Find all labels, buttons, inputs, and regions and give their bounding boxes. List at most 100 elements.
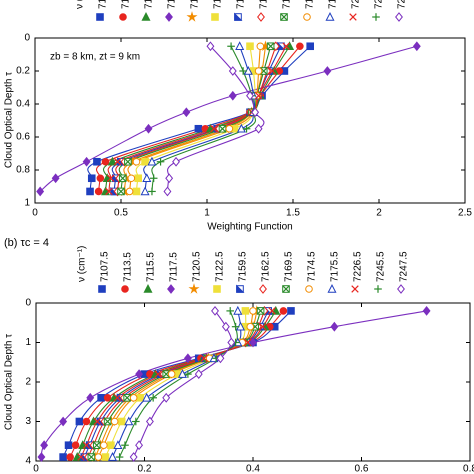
legend-marker <box>374 285 382 293</box>
marker-shape <box>94 453 103 461</box>
marker-shape <box>165 12 173 22</box>
marker-stroke <box>243 338 252 347</box>
data-point <box>218 124 227 133</box>
y-tick-label: 0 <box>24 33 30 44</box>
marker-shape <box>412 41 421 52</box>
marker-shape <box>37 452 46 462</box>
marker-shape <box>211 306 219 316</box>
data-point <box>412 41 421 52</box>
data-point <box>123 394 131 402</box>
marker-stroke <box>210 125 218 133</box>
marker-shape <box>134 174 142 183</box>
data-point <box>259 322 267 331</box>
data-point <box>162 392 171 403</box>
data-point <box>279 307 288 315</box>
data-point <box>172 156 180 167</box>
data-point <box>105 187 113 196</box>
series-line <box>94 310 258 458</box>
marker-stroke <box>282 285 290 293</box>
data-point <box>210 125 218 133</box>
data-point <box>86 187 94 196</box>
legend-marker <box>282 285 290 293</box>
marker-stroke <box>106 174 115 182</box>
data-point <box>96 174 105 183</box>
marker-shape <box>256 42 265 51</box>
legend-label: 7169.5 <box>284 251 295 282</box>
marker-shape <box>194 369 203 379</box>
data-point <box>268 67 277 75</box>
legend-marker <box>96 13 104 21</box>
legend-marker <box>351 285 359 293</box>
marker-stroke <box>103 417 112 426</box>
legend-label: 7247.5 <box>399 251 410 282</box>
marker-shape <box>227 337 236 348</box>
data-point <box>37 452 46 462</box>
marker-shape <box>36 186 45 197</box>
marker-shape <box>132 187 141 196</box>
data-point <box>167 370 176 378</box>
marker-shape <box>96 174 105 183</box>
data-point <box>77 453 85 461</box>
legend-marker <box>211 13 219 21</box>
marker-shape <box>330 321 339 332</box>
marker-shape <box>236 284 245 293</box>
legend-marker <box>186 11 198 22</box>
marker-shape <box>395 12 403 22</box>
legend-label: 7162.5 <box>259 0 270 9</box>
series-line <box>76 310 277 458</box>
legend-label: 7115.5 <box>144 0 155 9</box>
data-point <box>36 186 45 197</box>
marker-stroke <box>154 370 162 378</box>
marker-shape <box>64 441 73 449</box>
data-point <box>141 157 149 166</box>
legend-marker <box>349 13 357 21</box>
data-point <box>194 369 203 379</box>
data-point <box>184 370 192 378</box>
legend-label: 7113.5 <box>123 252 134 282</box>
data-point <box>66 453 74 461</box>
series-line <box>40 310 427 458</box>
marker-shape <box>121 285 129 293</box>
x-tick-label: 0 <box>32 208 38 219</box>
marker-shape <box>127 174 136 183</box>
marker-shape <box>287 307 295 315</box>
marker-stroke <box>82 441 91 449</box>
marker-shape <box>86 187 94 196</box>
data-point <box>156 157 165 166</box>
data-point <box>256 307 265 315</box>
marker-shape <box>113 440 123 449</box>
marker-shape <box>188 283 200 294</box>
marker-shape <box>306 42 314 51</box>
marker-stroke <box>268 307 276 315</box>
marker-shape <box>142 173 152 183</box>
legend-label: 7117.5 <box>167 0 178 9</box>
marker-shape <box>296 42 304 51</box>
legend-marker <box>325 12 335 21</box>
series-line <box>87 45 311 192</box>
marker-shape <box>257 12 265 22</box>
data-point <box>194 124 203 133</box>
x-tick-label: 0.4 <box>246 464 260 474</box>
legend-label: 7247.5 <box>397 0 408 9</box>
data-point <box>144 123 153 134</box>
marker-shape <box>246 90 254 101</box>
legend-label: 7169.5 <box>282 0 293 9</box>
x-tick-label: 2 <box>376 208 382 219</box>
legend-label: 7226.5 <box>351 0 362 9</box>
data-point <box>113 394 122 402</box>
data-point <box>88 416 99 426</box>
marker-shape <box>167 284 175 294</box>
marker-shape <box>93 157 101 166</box>
data-point <box>127 174 136 183</box>
data-point <box>59 453 67 461</box>
data-point <box>118 174 127 183</box>
data-point <box>134 174 142 183</box>
x-axis-label: Weighting Function <box>207 222 292 233</box>
marker-shape <box>59 416 68 427</box>
x-tick-label: 0 <box>33 464 39 474</box>
data-point <box>142 392 152 402</box>
marker-shape <box>107 452 118 461</box>
marker-shape <box>221 321 230 332</box>
marker-shape <box>249 337 257 348</box>
marker-stroke <box>123 394 131 402</box>
